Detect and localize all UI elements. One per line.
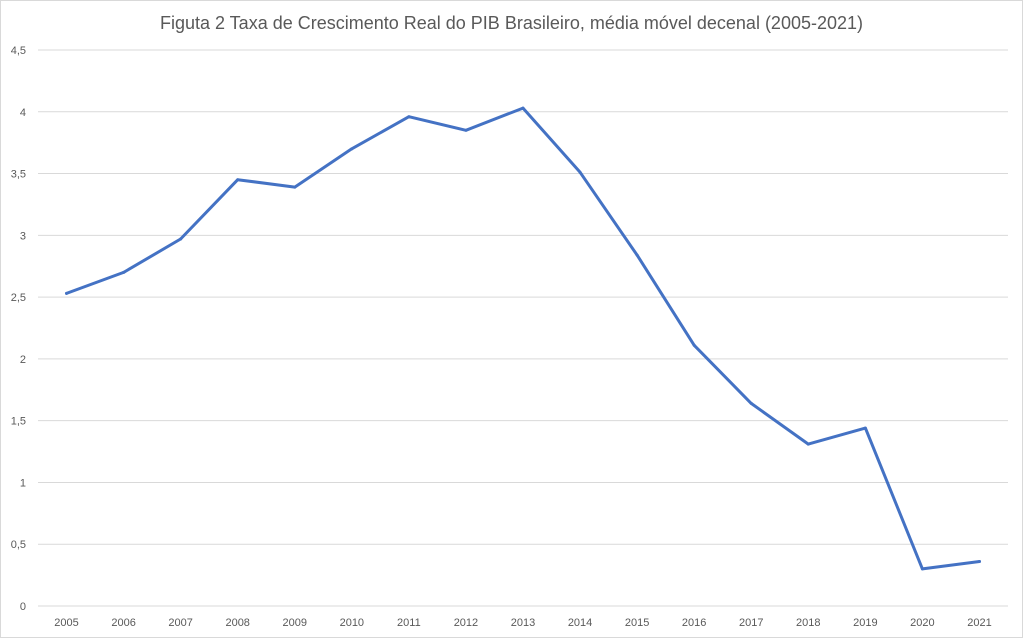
x-tick-label: 2021 bbox=[967, 617, 991, 629]
series-line bbox=[65, 106, 981, 571]
data-point bbox=[749, 401, 753, 405]
data-point bbox=[635, 253, 639, 257]
data-point bbox=[122, 270, 126, 274]
x-tick-label: 2018 bbox=[796, 617, 820, 629]
x-tick-label: 2010 bbox=[340, 617, 364, 629]
x-tick-label: 2006 bbox=[111, 617, 135, 629]
data-point bbox=[578, 170, 582, 174]
data-point bbox=[179, 237, 183, 241]
x-tick-label: 2016 bbox=[682, 617, 706, 629]
x-tick-label: 2007 bbox=[168, 617, 192, 629]
data-point bbox=[350, 147, 354, 151]
x-tick-label: 2005 bbox=[54, 617, 78, 629]
y-tick-label: 0 bbox=[20, 601, 26, 613]
y-tick-label: 0,5 bbox=[11, 539, 26, 551]
data-point bbox=[692, 343, 696, 347]
x-tick-label: 2012 bbox=[454, 617, 478, 629]
x-tick-label: 2009 bbox=[283, 617, 307, 629]
y-tick-label: 2 bbox=[20, 354, 26, 366]
x-tick-label: 2008 bbox=[225, 617, 249, 629]
y-tick-label: 4,5 bbox=[11, 45, 26, 57]
x-tick-label: 2015 bbox=[625, 617, 649, 629]
data-point bbox=[464, 128, 468, 132]
data-point bbox=[293, 185, 297, 189]
y-tick-label: 1,5 bbox=[11, 416, 26, 428]
x-tick-label: 2013 bbox=[511, 617, 535, 629]
x-tick-label: 2014 bbox=[568, 617, 592, 629]
chart-title: Figuta 2 Taxa de Crescimento Real do PIB… bbox=[159, 13, 864, 33]
y-tick-label: 4 bbox=[20, 107, 26, 119]
x-tick-label: 2019 bbox=[853, 617, 877, 629]
y-tick-label: 2,5 bbox=[11, 292, 26, 304]
data-point bbox=[806, 442, 810, 446]
x-tick-label: 2017 bbox=[739, 617, 763, 629]
data-point bbox=[407, 115, 411, 119]
y-tick-label: 1 bbox=[20, 477, 26, 489]
data-point bbox=[920, 567, 924, 571]
data-point bbox=[521, 106, 525, 110]
data-point bbox=[863, 426, 867, 430]
y-tick-label: 3 bbox=[20, 230, 26, 242]
y-tick-label: 3,5 bbox=[11, 169, 26, 181]
x-tick-label: 2020 bbox=[910, 617, 934, 629]
data-point bbox=[65, 291, 69, 295]
x-tick-label: 2011 bbox=[397, 617, 421, 629]
data-point bbox=[236, 178, 240, 182]
data-point bbox=[977, 560, 981, 564]
